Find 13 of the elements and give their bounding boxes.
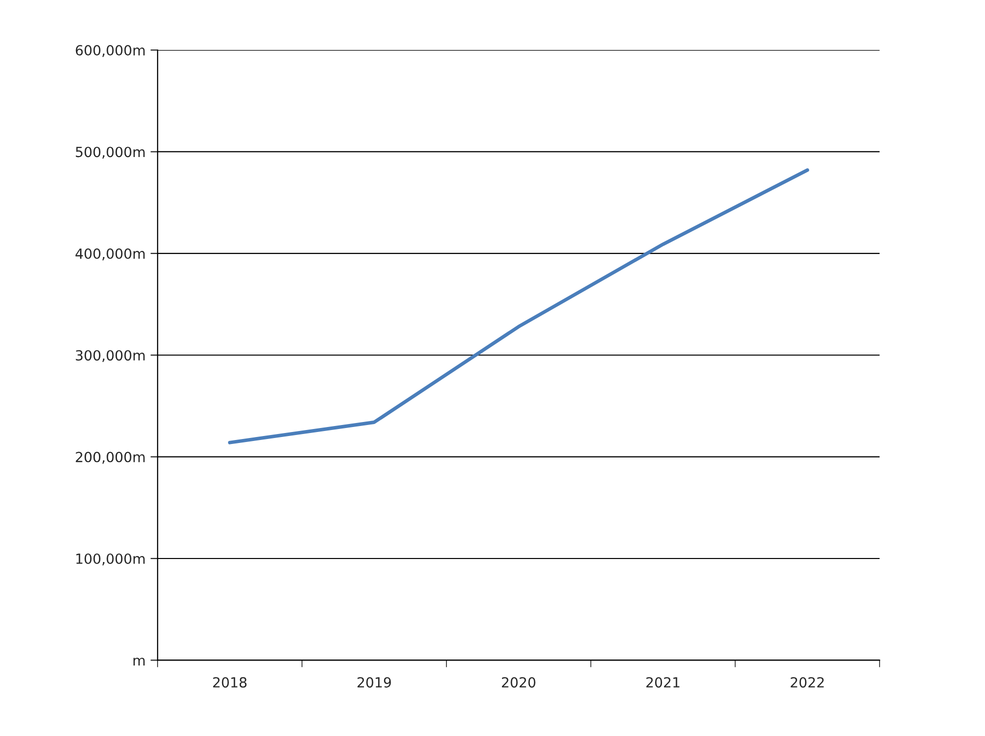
x-tick-label: 2020 bbox=[502, 677, 536, 688]
y-tick-label: 500,000m bbox=[76, 146, 145, 159]
line-series bbox=[228, 168, 810, 444]
x-tick-label: 2021 bbox=[646, 677, 680, 688]
x-tick-label: 2019 bbox=[358, 677, 391, 688]
x-tick-label: 2022 bbox=[790, 677, 824, 688]
y-tick-label: 300,000m bbox=[76, 350, 145, 362]
x-tick-label: 2018 bbox=[213, 677, 247, 688]
y-tick-label: 200,000m bbox=[76, 452, 145, 464]
y-tick-label: m bbox=[134, 658, 145, 666]
y-tick-label: 400,000m bbox=[76, 248, 145, 260]
y-tick-label: 600,000m bbox=[76, 45, 145, 57]
y-tick-label: 100,000m bbox=[76, 553, 145, 566]
